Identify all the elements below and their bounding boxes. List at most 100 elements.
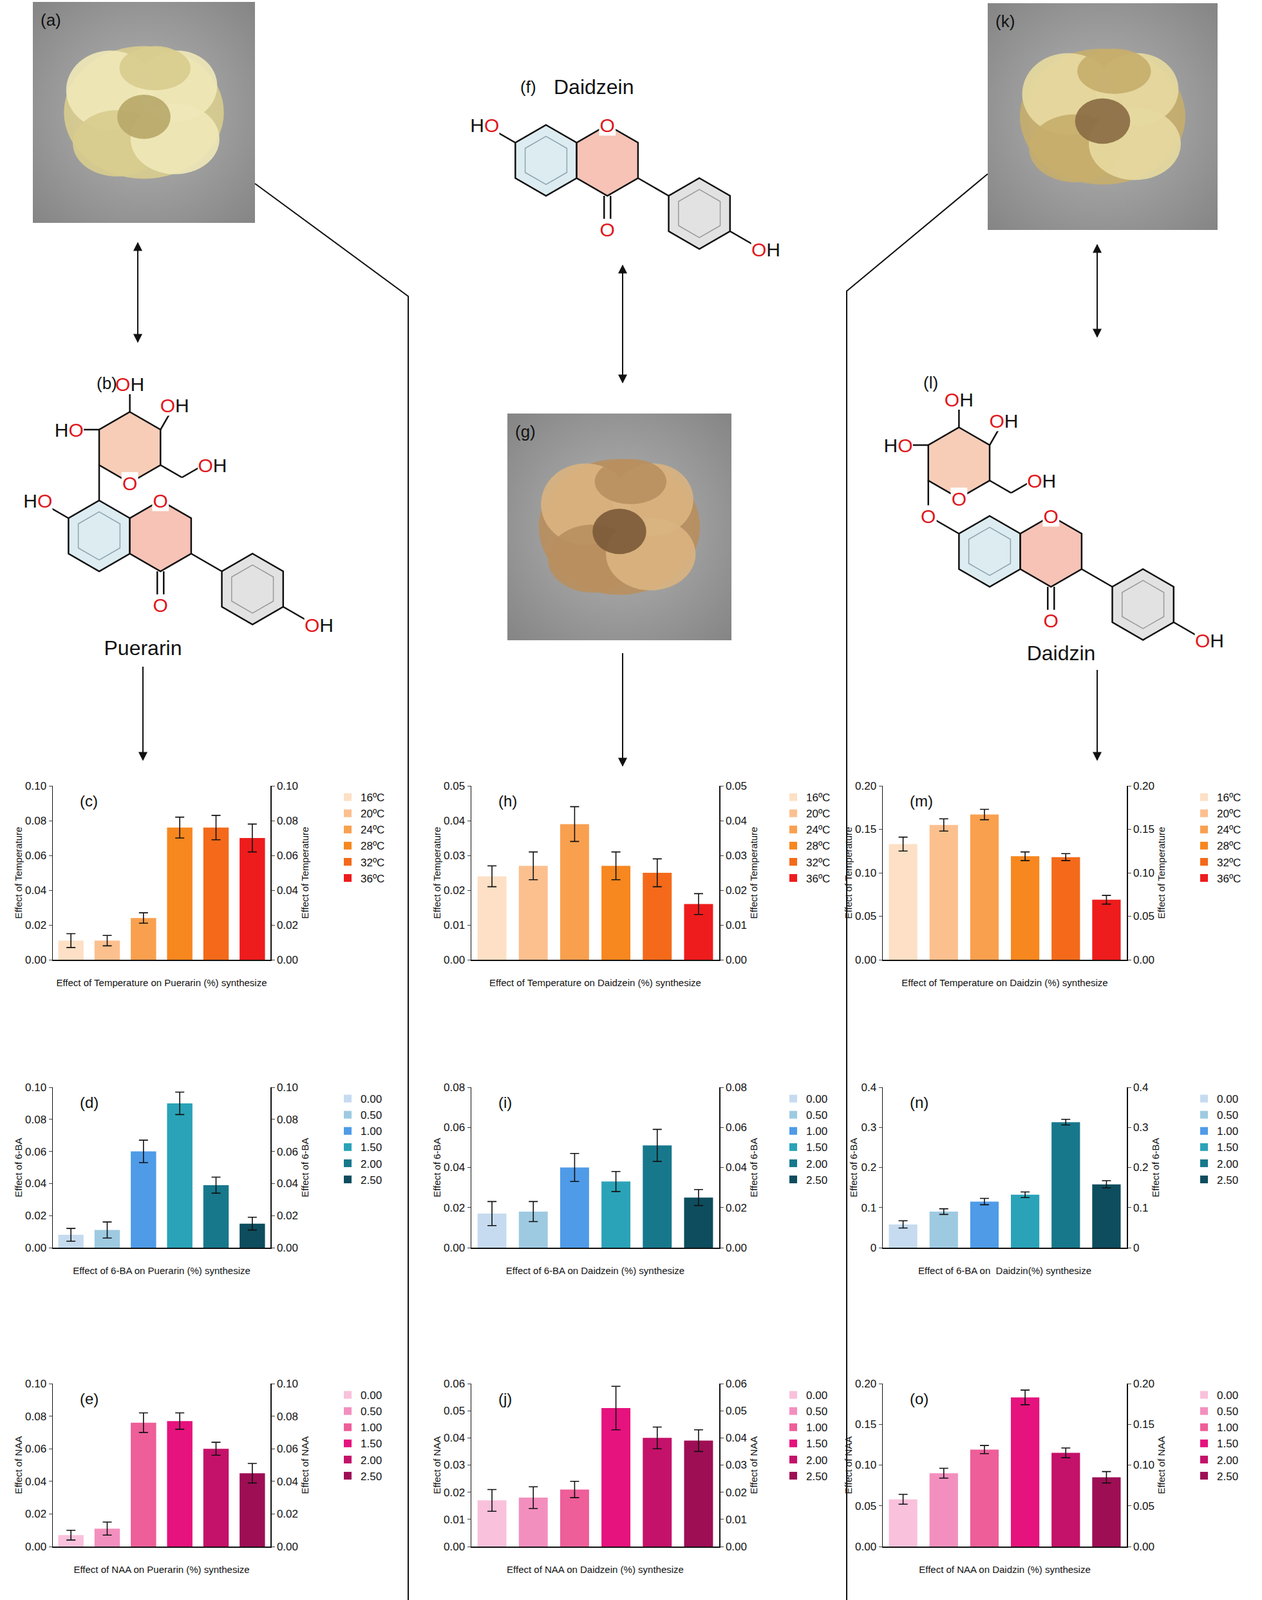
svg-text:(m): (m): [909, 791, 933, 810]
svg-text:20ºC: 20ºC: [806, 807, 830, 820]
svg-text:0.04: 0.04: [725, 1431, 747, 1444]
svg-text:0.00: 0.00: [25, 1241, 47, 1254]
svg-text:0.02: 0.02: [725, 1486, 747, 1499]
svg-text:(k): (k): [995, 11, 1015, 31]
svg-text:0.00: 0.00: [1216, 1092, 1239, 1105]
svg-text:0.00: 0.00: [806, 1092, 828, 1105]
svg-text:0.04: 0.04: [276, 1177, 299, 1190]
svg-text:0.00: 0.00: [1133, 953, 1155, 966]
svg-text:1.00: 1.00: [806, 1421, 828, 1434]
svg-text:Effect of Temperature: Effect of Temperature: [748, 826, 760, 919]
svg-text:O: O: [1043, 609, 1059, 631]
svg-text:0.4: 0.4: [1133, 1081, 1149, 1094]
svg-text:O: O: [951, 487, 967, 509]
svg-text:0.05: 0.05: [725, 1404, 747, 1417]
svg-text:24ºC: 24ºC: [360, 823, 385, 836]
svg-text:32ºC: 32ºC: [360, 856, 385, 869]
svg-text:2.00: 2.00: [1216, 1453, 1239, 1467]
svg-text:0.00: 0.00: [360, 1092, 382, 1105]
svg-text:2.50: 2.50: [360, 1173, 382, 1187]
svg-text:OH: OH: [304, 613, 334, 635]
svg-text:0.00: 0.00: [1133, 1540, 1155, 1553]
svg-text:2.00: 2.00: [360, 1453, 382, 1467]
svg-text:0.00: 0.00: [855, 1540, 877, 1553]
svg-text:Effect of NAA: Effect of NAA: [299, 1435, 311, 1494]
svg-text:2.50: 2.50: [1216, 1469, 1239, 1483]
svg-text:0.10: 0.10: [276, 779, 299, 792]
svg-text:0.02: 0.02: [443, 1201, 465, 1214]
svg-text:16ºC: 16ºC: [806, 791, 830, 804]
svg-text:20ºC: 20ºC: [1216, 807, 1241, 820]
svg-text:0.04: 0.04: [25, 1177, 47, 1190]
svg-text:O: O: [153, 594, 169, 616]
svg-text:0.1: 0.1: [860, 1201, 877, 1214]
svg-text:0.1: 0.1: [1133, 1201, 1149, 1214]
svg-text:0.50: 0.50: [806, 1108, 828, 1121]
svg-text:1.50: 1.50: [1216, 1140, 1239, 1154]
svg-text:16ºC: 16ºC: [1216, 791, 1241, 804]
svg-text:0.15: 0.15: [855, 822, 877, 836]
svg-text:0.3: 0.3: [1133, 1120, 1149, 1134]
svg-text:1.50: 1.50: [360, 1140, 382, 1154]
svg-text:Effect of NAA: Effect of NAA: [12, 1435, 24, 1494]
svg-text:Effect of 6-BA: Effect of 6-BA: [847, 1137, 859, 1197]
svg-text:0.02: 0.02: [443, 1486, 465, 1499]
svg-text:Effect of Temperature on Daidz: Effect of Temperature on Daidzin (%) syn…: [901, 976, 1108, 988]
svg-text:Effect of Temperature: Effect of Temperature: [431, 826, 443, 919]
svg-text:O: O: [920, 505, 936, 527]
svg-text:20ºC: 20ºC: [360, 807, 385, 820]
svg-text:1.50: 1.50: [360, 1437, 382, 1450]
svg-text:36ºC: 36ºC: [806, 872, 830, 885]
svg-text:1.00: 1.00: [360, 1421, 382, 1434]
svg-text:(d): (d): [79, 1093, 99, 1111]
svg-text:0.01: 0.01: [725, 918, 747, 932]
svg-text:0.10: 0.10: [855, 1458, 877, 1471]
svg-text:0.08: 0.08: [276, 1113, 299, 1126]
svg-text:(b): (b): [96, 373, 118, 393]
svg-text:0.05: 0.05: [1133, 909, 1155, 923]
svg-text:0.00: 0.00: [25, 953, 47, 966]
svg-text:(g): (g): [515, 421, 536, 442]
svg-text:0.06: 0.06: [25, 1442, 47, 1455]
svg-text:0.15: 0.15: [855, 1417, 877, 1431]
svg-text:0: 0: [1133, 1241, 1140, 1254]
svg-text:0.02: 0.02: [276, 918, 299, 932]
svg-text:0.00: 0.00: [725, 1540, 747, 1553]
svg-text:Daidzin: Daidzin: [1026, 641, 1096, 665]
svg-text:0.01: 0.01: [443, 918, 465, 932]
svg-text:0.05: 0.05: [443, 779, 465, 792]
svg-text:0.08: 0.08: [25, 1113, 47, 1126]
svg-text:0.04: 0.04: [25, 1475, 47, 1488]
svg-text:2.00: 2.00: [806, 1453, 828, 1467]
svg-text:HO: HO: [23, 489, 53, 512]
svg-text:0.00: 0.00: [276, 1540, 299, 1553]
svg-text:Effect of NAA on Daidzein (%): Effect of NAA on Daidzein (%) synthesize: [506, 1563, 684, 1575]
svg-text:16ºC: 16ºC: [360, 791, 385, 804]
svg-text:Effect of NAA on Daidzin (%) s: Effect of NAA on Daidzin (%) synthesize: [918, 1563, 1091, 1575]
svg-text:Effect of 6-BA on Daidzin(%): Effect of 6-BA on Daidzin(%) synthesize: [918, 1264, 1092, 1276]
svg-text:0: 0: [870, 1241, 877, 1254]
svg-text:2.50: 2.50: [806, 1173, 828, 1187]
svg-text:Effect of 6-BA on Puerarin (%): Effect of 6-BA on Puerarin (%) synthesiz…: [72, 1264, 251, 1276]
svg-text:O: O: [1043, 505, 1059, 527]
svg-text:OH: OH: [944, 388, 974, 410]
svg-text:1.50: 1.50: [806, 1140, 828, 1154]
svg-text:Effect of Temperature: Effect of Temperature: [12, 826, 24, 919]
svg-text:36ºC: 36ºC: [360, 872, 385, 885]
svg-text:0.50: 0.50: [360, 1404, 382, 1418]
svg-text:0.03: 0.03: [443, 1458, 465, 1471]
svg-text:0.08: 0.08: [276, 1410, 299, 1423]
svg-text:OH: OH: [751, 238, 781, 260]
svg-text:2.00: 2.00: [806, 1157, 828, 1170]
svg-text:Effect of Temperature: Effect of Temperature: [842, 826, 854, 919]
svg-text:0.05: 0.05: [443, 1404, 465, 1417]
svg-text:Effect of Temperature on Daidz: Effect of Temperature on Daidzein (%) sy…: [489, 976, 702, 988]
svg-text:0.15: 0.15: [1133, 822, 1155, 836]
svg-text:0.01: 0.01: [443, 1513, 465, 1526]
svg-text:(f): (f): [520, 77, 537, 97]
svg-text:1.50: 1.50: [806, 1437, 828, 1450]
svg-text:0.00: 0.00: [276, 1241, 299, 1254]
svg-text:0.02: 0.02: [25, 918, 47, 932]
svg-text:(o): (o): [909, 1389, 929, 1407]
svg-text:0.06: 0.06: [725, 1120, 747, 1134]
